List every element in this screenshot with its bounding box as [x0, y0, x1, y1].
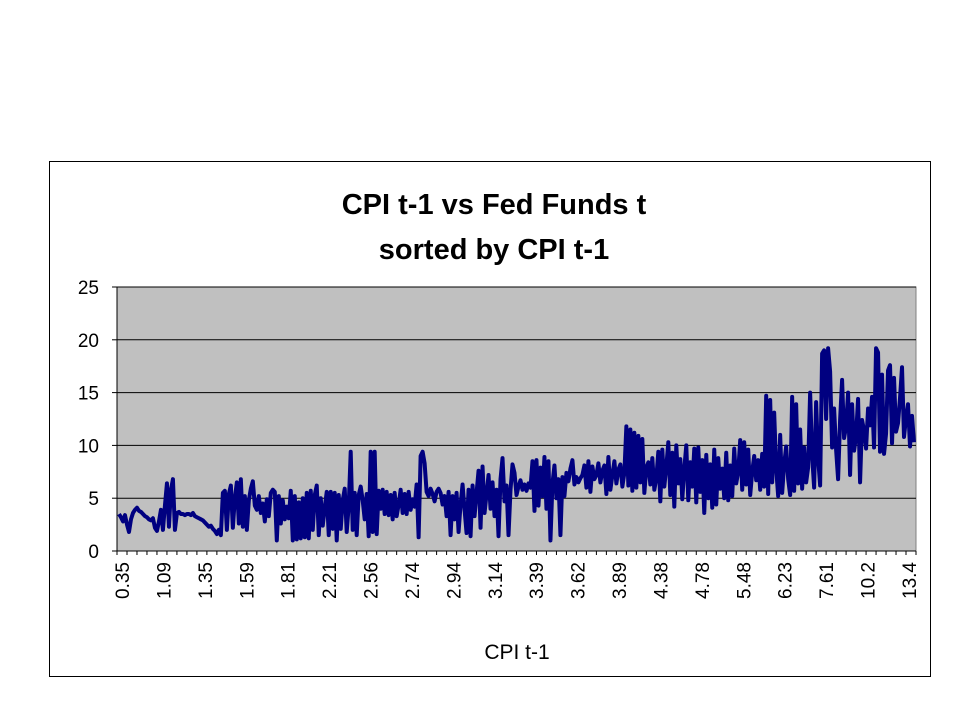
x-tick-label: 5.48 — [734, 562, 755, 599]
x-tick-label: 3.39 — [527, 562, 548, 599]
x-tick-label: 2.21 — [320, 562, 341, 599]
x-axis-title: CPI t-1 — [484, 641, 549, 664]
x-tick-label: 4.38 — [651, 562, 672, 599]
x-tick-label: 1.81 — [279, 562, 300, 599]
chart-frame: CPI t-1 vs Fed Funds t sorted by CPI t-1… — [49, 161, 931, 677]
x-tick-label: 6.23 — [776, 562, 797, 599]
x-tick-label: 0.35 — [113, 562, 134, 599]
x-tick-label: 1.59 — [237, 562, 258, 599]
chart-title-line-2: sorted by CPI t-1 — [379, 234, 609, 266]
x-tick-label: 13.4 — [900, 562, 921, 599]
y-tick-label: 0 — [88, 542, 99, 563]
chart-svg: CPI t-1 vs Fed Funds t sorted by CPI t-1… — [78, 189, 921, 664]
y-tick-label: 5 — [88, 489, 99, 510]
chart-title-line-1: CPI t-1 vs Fed Funds t — [342, 189, 647, 221]
series-line-fed-funds — [117, 346, 916, 543]
plot-area-group: 0 5 10 15 20 25 0.35 1.09 1.35 1.59 1.81 2.21 2.56 2.… — [78, 278, 921, 599]
x-tick-label: 2.94 — [444, 562, 465, 599]
x-tick-label: 3.14 — [486, 562, 507, 599]
x-tick-label: 3.62 — [569, 562, 590, 599]
y-tick-label: 10 — [78, 436, 99, 457]
y-tick-label: 15 — [78, 384, 99, 405]
x-tick-label: 2.74 — [403, 562, 424, 599]
y-tick-label: 20 — [78, 331, 99, 352]
x-tick-label: 3.89 — [610, 562, 631, 599]
x-tick-label: 2.56 — [362, 562, 383, 599]
x-tick-label: 10.2 — [859, 562, 880, 599]
x-tick-label: 1.09 — [154, 562, 175, 599]
y-tick-label: 25 — [78, 278, 99, 299]
x-tick-label: 7.61 — [817, 562, 838, 599]
x-tick-label: 4.78 — [693, 562, 714, 599]
x-tick-label: 1.35 — [196, 562, 217, 599]
